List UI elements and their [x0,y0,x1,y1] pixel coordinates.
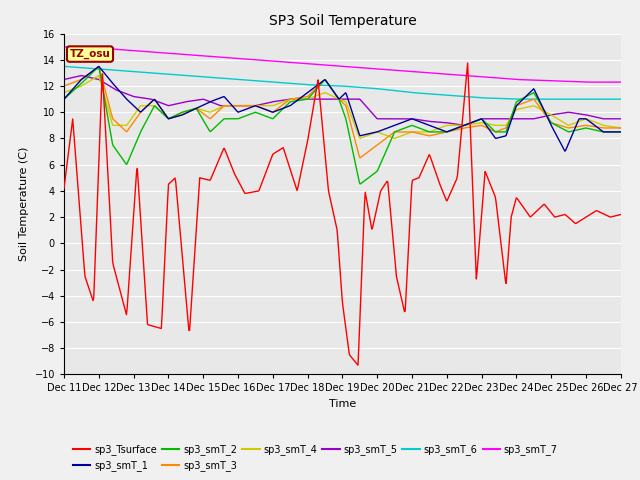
Legend: sp3_Tsurface, sp3_smT_1, sp3_smT_2, sp3_smT_3, sp3_smT_4, sp3_smT_5, sp3_smT_6, : sp3_Tsurface, sp3_smT_1, sp3_smT_2, sp3_… [69,441,562,475]
Y-axis label: Soil Temperature (C): Soil Temperature (C) [19,147,29,261]
X-axis label: Time: Time [329,399,356,409]
Title: SP3 Soil Temperature: SP3 Soil Temperature [269,14,416,28]
Text: TZ_osu: TZ_osu [70,49,111,59]
